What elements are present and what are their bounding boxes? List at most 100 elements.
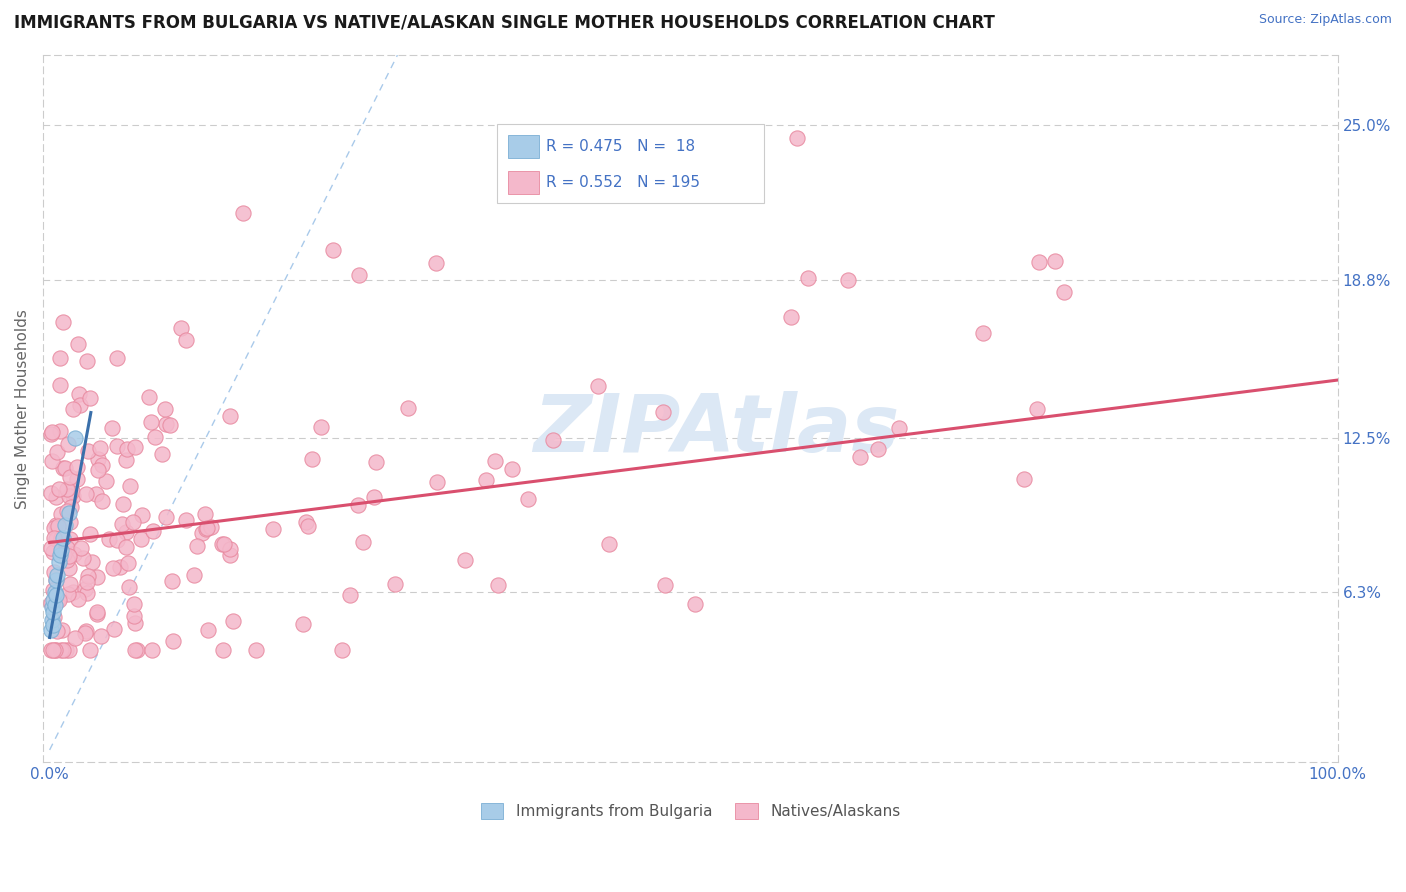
Text: IMMIGRANTS FROM BULGARIA VS NATIVE/ALASKAN SINGLE MOTHER HOUSEHOLDS CORRELATION : IMMIGRANTS FROM BULGARIA VS NATIVE/ALASK… bbox=[14, 13, 995, 31]
Point bbox=[212, 537, 235, 551]
Point bbox=[39, 596, 62, 610]
Point bbox=[118, 478, 141, 492]
Point bbox=[45, 518, 67, 533]
Point bbox=[62, 547, 84, 561]
Point bbox=[44, 598, 66, 612]
Point bbox=[129, 532, 152, 546]
Point bbox=[66, 459, 89, 474]
Point bbox=[124, 440, 146, 454]
Point bbox=[48, 592, 70, 607]
Point bbox=[79, 527, 101, 541]
Point bbox=[58, 561, 80, 575]
Point bbox=[159, 417, 181, 432]
Point bbox=[76, 585, 98, 599]
Point bbox=[200, 519, 222, 533]
Point bbox=[53, 460, 76, 475]
Point bbox=[62, 489, 84, 503]
Point bbox=[586, 379, 609, 393]
Point bbox=[86, 605, 108, 619]
Point bbox=[232, 205, 254, 219]
Point bbox=[44, 643, 66, 657]
Point bbox=[39, 643, 62, 657]
Point bbox=[197, 624, 219, 638]
Point bbox=[837, 273, 859, 287]
Point bbox=[41, 545, 63, 559]
Point bbox=[48, 556, 70, 570]
Point bbox=[58, 506, 80, 520]
Point bbox=[141, 643, 163, 657]
Point bbox=[295, 515, 318, 529]
Point bbox=[80, 555, 103, 569]
Point bbox=[98, 532, 121, 546]
Point bbox=[41, 485, 63, 500]
Point bbox=[86, 607, 108, 622]
Point bbox=[183, 568, 205, 582]
Point bbox=[1026, 401, 1049, 416]
Point bbox=[426, 475, 449, 489]
Point bbox=[245, 643, 267, 657]
Point bbox=[56, 482, 79, 496]
Point bbox=[124, 616, 146, 631]
Point bbox=[652, 405, 675, 419]
Point bbox=[41, 425, 63, 439]
Point bbox=[541, 433, 564, 447]
Point bbox=[1052, 285, 1074, 300]
Point bbox=[45, 490, 67, 504]
Point bbox=[212, 643, 235, 657]
Point bbox=[48, 591, 70, 606]
Point bbox=[51, 623, 73, 637]
Point bbox=[94, 474, 117, 488]
Point bbox=[118, 580, 141, 594]
Point bbox=[53, 547, 76, 561]
Point bbox=[86, 570, 108, 584]
Point bbox=[222, 614, 245, 628]
Point bbox=[39, 541, 62, 556]
Point bbox=[56, 553, 79, 567]
Point bbox=[484, 454, 506, 468]
Text: Source: ZipAtlas.com: Source: ZipAtlas.com bbox=[1258, 13, 1392, 27]
Point bbox=[297, 519, 319, 533]
Point bbox=[49, 351, 72, 366]
Point bbox=[218, 409, 240, 423]
Point bbox=[76, 444, 98, 458]
Point bbox=[69, 398, 91, 412]
Point bbox=[59, 515, 82, 529]
Text: ZIPAtlas: ZIPAtlas bbox=[533, 391, 900, 469]
Point bbox=[364, 454, 387, 468]
Point bbox=[44, 521, 66, 535]
Point bbox=[352, 535, 374, 549]
Point bbox=[49, 548, 72, 562]
Point bbox=[76, 575, 98, 590]
Point bbox=[52, 643, 75, 657]
Point bbox=[90, 629, 112, 643]
Point bbox=[142, 524, 165, 539]
Point bbox=[46, 445, 69, 459]
Point bbox=[46, 568, 69, 582]
Point bbox=[87, 463, 110, 477]
Point bbox=[87, 452, 110, 467]
Point bbox=[683, 597, 706, 611]
Point bbox=[488, 578, 510, 592]
Text: R = 0.475   N =  18: R = 0.475 N = 18 bbox=[547, 139, 696, 154]
Point bbox=[868, 442, 890, 456]
Point bbox=[1045, 253, 1067, 268]
Point bbox=[122, 516, 145, 530]
Point bbox=[63, 631, 86, 645]
Point bbox=[517, 492, 540, 507]
Point bbox=[51, 531, 73, 545]
Point bbox=[49, 536, 72, 550]
Point bbox=[301, 451, 323, 466]
Point bbox=[89, 441, 111, 455]
Point bbox=[363, 490, 385, 504]
Point bbox=[105, 533, 128, 548]
Point bbox=[58, 549, 80, 563]
Point bbox=[195, 521, 218, 535]
Point bbox=[58, 587, 80, 601]
Point bbox=[396, 401, 419, 416]
Point bbox=[115, 453, 138, 467]
Point bbox=[41, 613, 63, 627]
Point bbox=[59, 532, 82, 546]
Point bbox=[42, 618, 65, 632]
Point bbox=[41, 454, 63, 468]
Point bbox=[598, 537, 620, 551]
